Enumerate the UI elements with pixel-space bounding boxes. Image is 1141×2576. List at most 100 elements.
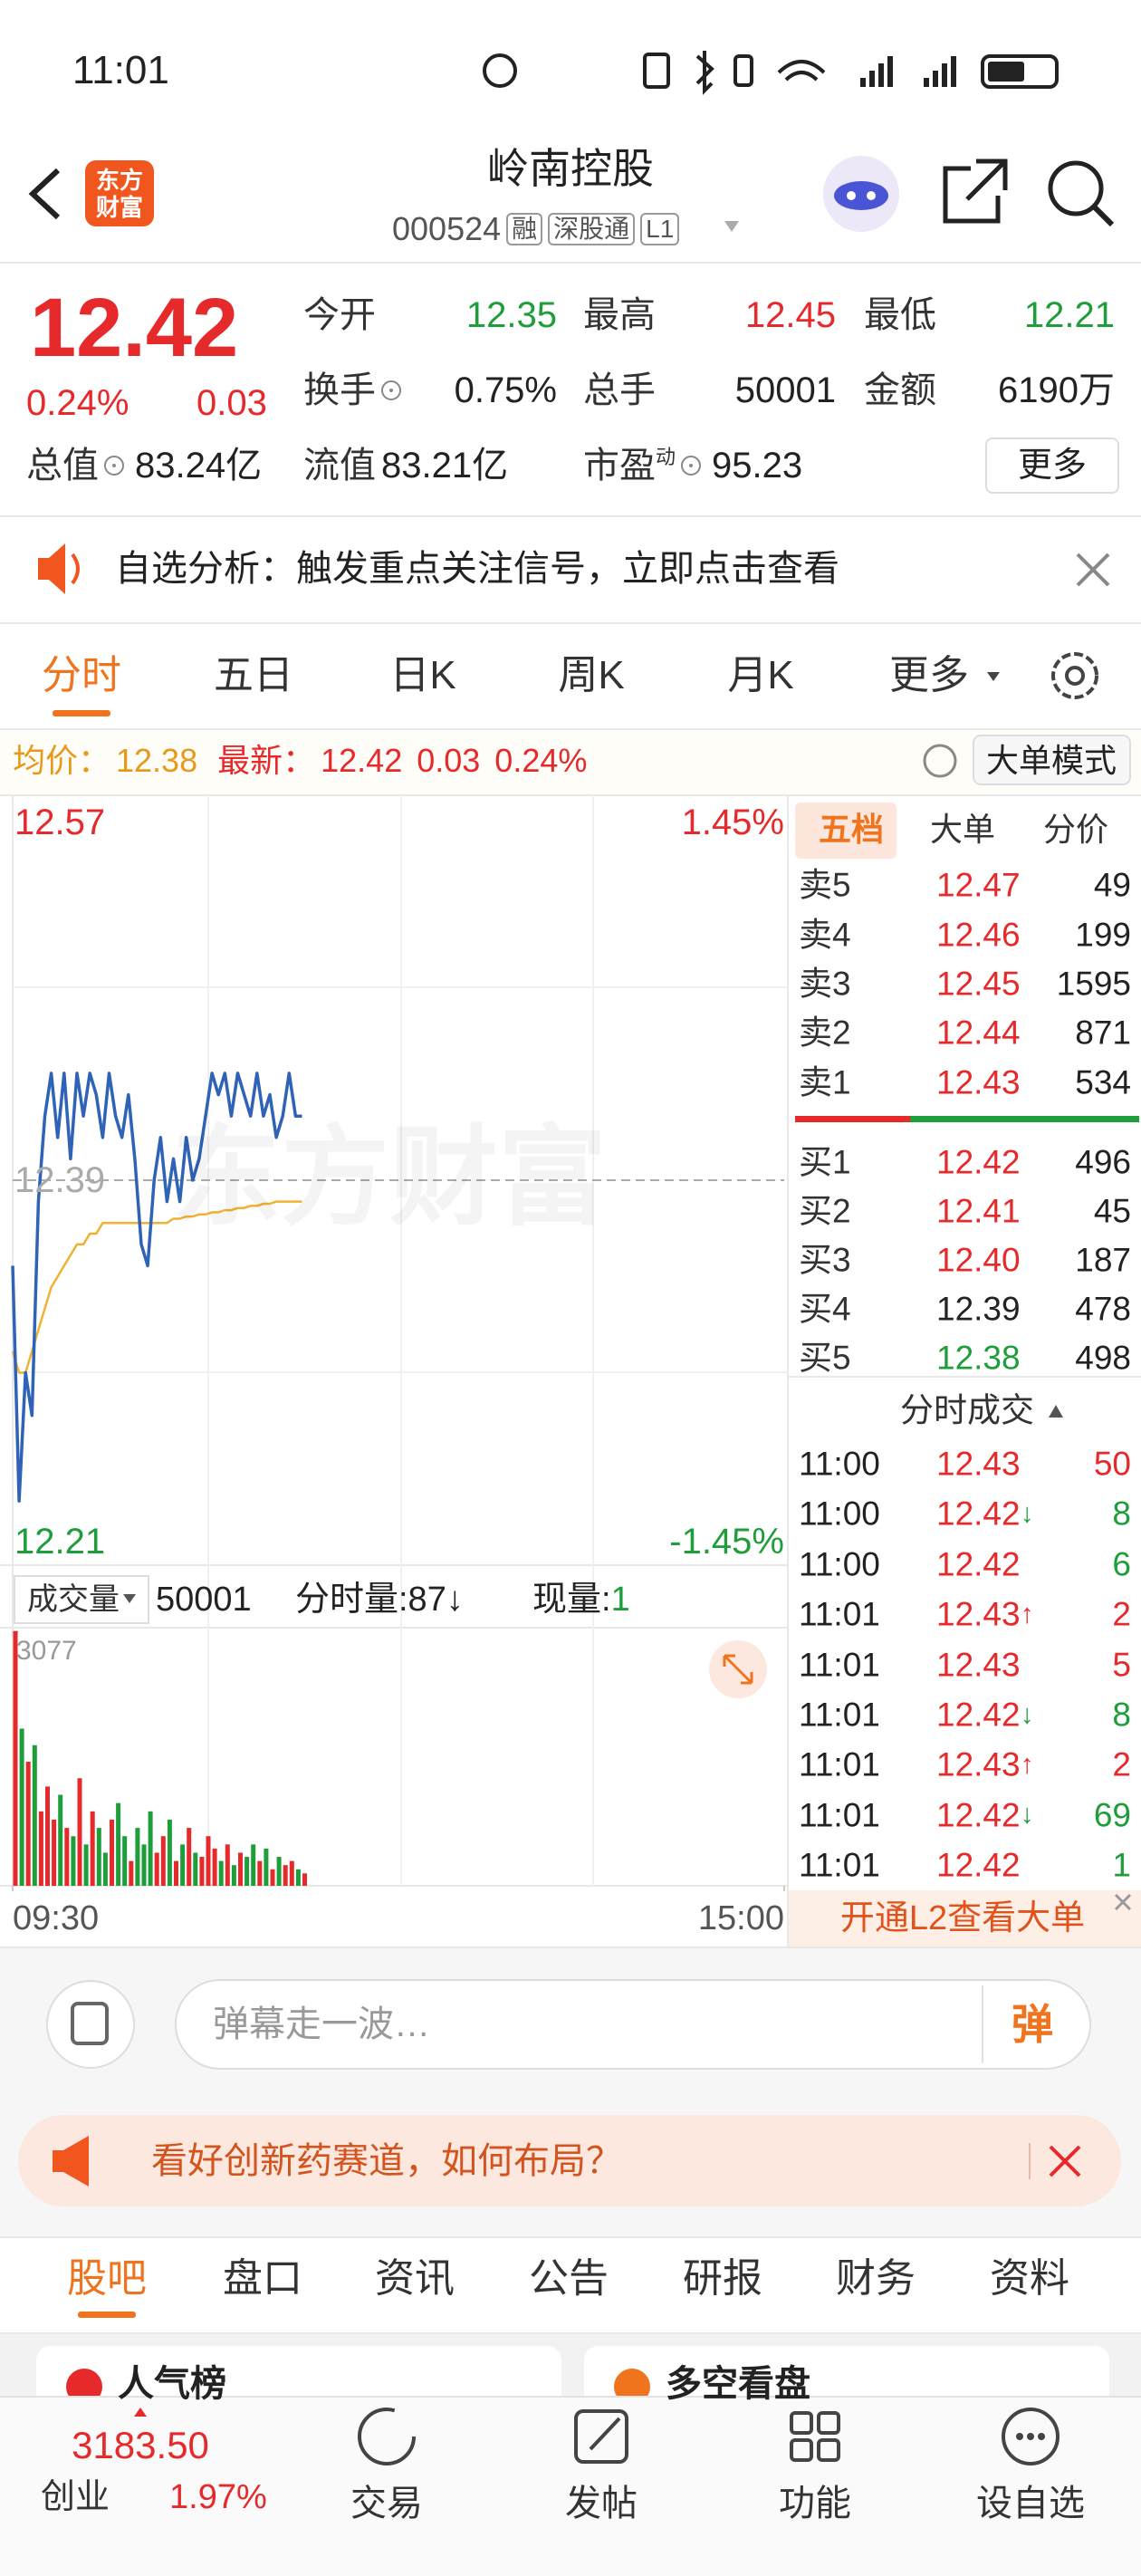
info-icon[interactable] (102, 454, 126, 477)
order-volume: 478 (1075, 1290, 1131, 1328)
volume-bar (167, 1819, 172, 1886)
index-change: 1.97% (169, 2478, 267, 2516)
l2-banner-bg (788, 1890, 1141, 1947)
wifi-icon (777, 60, 826, 82)
promo-bar[interactable] (18, 2115, 1121, 2206)
volume-selector[interactable] (14, 1575, 149, 1624)
danmaku-button[interactable]: 弹 (1012, 2001, 1053, 2048)
more-button[interactable]: 更多 (984, 437, 1120, 494)
period-tab[interactable]: 分时 (42, 653, 121, 697)
share-button[interactable] (943, 159, 1008, 224)
period-tab[interactable]: 五日 (214, 653, 293, 697)
volume-bar (295, 1869, 301, 1886)
period-tab[interactable]: 日K (389, 653, 456, 697)
nav-item[interactable]: 发帖 (565, 2484, 638, 2523)
post-icon[interactable] (574, 2409, 628, 2464)
order-book-tab[interactable]: 大单 (929, 811, 996, 848)
help-icon[interactable] (923, 744, 957, 778)
order-volume: 1595 (1056, 965, 1131, 1003)
section-tab[interactable]: 资讯 (375, 2256, 455, 2301)
trade-arrow: ↓ (1020, 1699, 1034, 1729)
signal-bar (887, 56, 893, 87)
volume-bar (135, 1828, 140, 1886)
field-value: 12.45 (744, 295, 836, 335)
field-label: 总手 (583, 370, 656, 410)
dropdown-caret (724, 221, 739, 232)
notice-text[interactable]: 自选分析：触发重点关注信号，立即点击查看 (115, 549, 839, 589)
trades-title[interactable]: 分时成交 (900, 1391, 1034, 1429)
order-volume: 199 (1075, 916, 1131, 954)
trade-volume: 50 (1093, 1445, 1131, 1483)
order-price: 12.38 (936, 1339, 1021, 1377)
section-tab[interactable]: 股吧 (67, 2256, 147, 2301)
danmaku-settings[interactable] (46, 1980, 135, 2069)
stock-name: 岭南控股 (487, 145, 654, 192)
info-icon[interactable] (679, 454, 703, 477)
settings-button[interactable] (1051, 652, 1098, 699)
order-price: 12.46 (936, 916, 1021, 954)
volume-bar (58, 1794, 63, 1886)
field-label: 市盈 (583, 446, 656, 485)
info-icon[interactable] (379, 379, 403, 402)
section-tab[interactable]: 盘口 (223, 2256, 302, 2301)
period-tab[interactable]: 月K (727, 653, 794, 697)
section-tab[interactable]: 财务 (836, 2256, 916, 2301)
index-up-arrow (134, 2408, 147, 2417)
l2-banner[interactable]: 开通L2查看大单 (839, 1899, 1086, 1937)
order-price: 12.42 (936, 1143, 1021, 1181)
field-value: 12.21 (1023, 295, 1115, 335)
comment-placeholder[interactable]: 弹幕走一波… (213, 2004, 430, 2044)
section-tab[interactable]: 资料 (990, 2256, 1069, 2301)
promo-close[interactable] (1049, 2145, 1081, 2177)
nav-item[interactable]: 功能 (779, 2484, 851, 2523)
card-title: 人气榜 (118, 2364, 226, 2404)
order-book-tab[interactable]: 分价 (1042, 811, 1109, 848)
big-order-button[interactable] (973, 735, 1131, 785)
search-button[interactable] (1048, 160, 1104, 216)
dot (1016, 2433, 1023, 2440)
banner-close[interactable] (1114, 1893, 1132, 1911)
trade-time: 11:01 (799, 1646, 880, 1684)
active-tab-underline (78, 2312, 136, 2318)
volume-bar (83, 1844, 89, 1886)
y2-tick-label: 1.45% (681, 803, 784, 842)
order-volume: 45 (1093, 1192, 1131, 1230)
trade-time: 11:00 (799, 1495, 880, 1533)
order-level: 卖3 (799, 965, 851, 1003)
dropdown-caret (123, 1594, 136, 1603)
order-book-tab[interactable]: 五档 (818, 811, 885, 848)
section-tab[interactable]: 公告 (529, 2256, 609, 2301)
quote-field: 市盈动 95.23 (583, 446, 802, 485)
period-tab[interactable]: 更多 (889, 653, 969, 697)
function-icon[interactable] (790, 2411, 813, 2435)
volume-bar (90, 1811, 95, 1886)
function-icon (817, 2411, 840, 2435)
logo-text: 财富 (95, 194, 144, 221)
volume-bar (102, 1852, 108, 1886)
volume-bar (160, 1836, 166, 1886)
app-logo (85, 160, 154, 226)
volume-bar (45, 1786, 50, 1886)
info-line: 均价： 12.38 最新： 12.42 0.03 0.24% (13, 745, 587, 777)
period-tab[interactable]: 周K (558, 653, 625, 697)
info-icon-part (381, 380, 401, 400)
volume-bar (116, 1802, 121, 1886)
current-volume-label: 现量: (532, 1581, 611, 1619)
promo-text[interactable]: 看好创新药赛道，如何布局？ (151, 2141, 622, 2181)
volume-bar (231, 1865, 236, 1886)
back-button[interactable] (28, 168, 61, 220)
watchlist-icon[interactable] (1002, 2408, 1060, 2465)
nav-item[interactable]: 设自选 (976, 2484, 1085, 2523)
section-tab[interactable]: 研报 (683, 2256, 762, 2301)
nfc-icon (643, 53, 670, 89)
big-order-mode[interactable]: 大单模式 (985, 742, 1117, 779)
notice-close[interactable] (1076, 553, 1110, 587)
field-label: 金额 (864, 370, 936, 410)
comment-input[interactable] (175, 1979, 1091, 2070)
trade-time: 11:01 (799, 1796, 880, 1834)
stock-tag: 融 (506, 213, 543, 245)
trade-icon[interactable] (358, 2408, 416, 2465)
nav-item[interactable]: 交易 (350, 2484, 423, 2523)
field-label: 流值 (303, 446, 376, 485)
